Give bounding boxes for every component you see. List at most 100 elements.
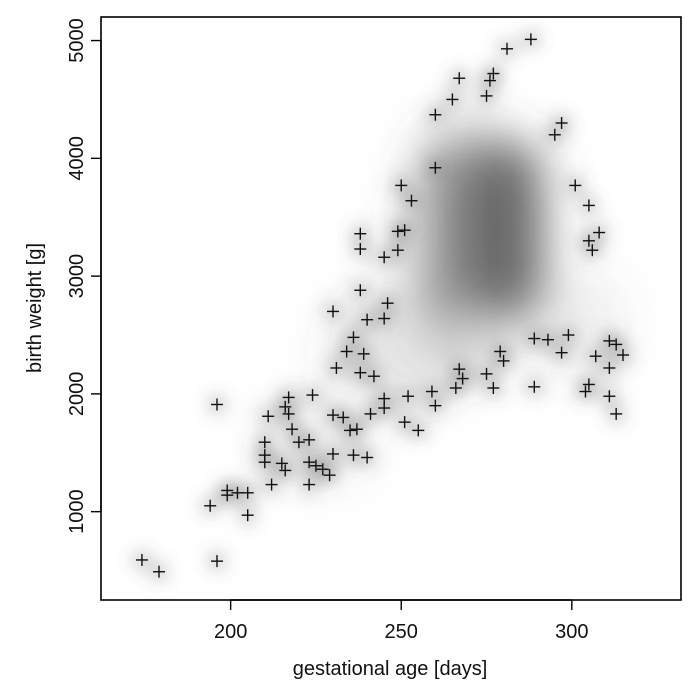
data-point	[589, 350, 602, 363]
data-point	[395, 179, 408, 192]
data-point	[323, 469, 336, 482]
data-point	[262, 410, 275, 423]
data-point	[357, 347, 370, 360]
data-point	[429, 399, 442, 412]
data-point	[412, 424, 425, 437]
data-point	[282, 407, 295, 420]
data-point	[135, 553, 148, 566]
y-tick-label: 1000	[66, 489, 88, 533]
data-point	[361, 451, 374, 464]
data-point	[446, 93, 459, 106]
data-point	[562, 329, 575, 341]
data-point	[306, 389, 319, 402]
data-point	[449, 382, 462, 394]
data-point	[453, 72, 466, 85]
data-point	[282, 391, 295, 404]
data-point	[354, 366, 367, 379]
data-point	[347, 449, 360, 462]
data-point	[153, 565, 165, 578]
x-tick-label: 300	[555, 621, 588, 643]
data-point	[381, 297, 394, 310]
data-point	[429, 108, 442, 121]
data-point	[541, 333, 554, 346]
data-point	[494, 345, 507, 358]
data-point	[378, 312, 391, 325]
data-point	[480, 89, 493, 102]
data-point	[211, 398, 223, 411]
data-point	[405, 194, 418, 207]
y-tick-label: 2000	[66, 372, 88, 417]
data-point	[487, 67, 500, 80]
x-axis: 200 250 300	[214, 599, 589, 643]
data-point	[402, 390, 415, 403]
data-point	[586, 244, 599, 257]
data-point	[309, 459, 322, 472]
data-point	[330, 361, 343, 374]
data-point	[555, 346, 568, 359]
data-point	[258, 436, 271, 449]
data-point	[241, 486, 254, 499]
data-point	[548, 128, 561, 141]
data-point	[555, 117, 568, 129]
data-point	[354, 227, 367, 240]
y-axis: 1000 2000 3000 4000 5000	[66, 18, 102, 534]
data-point	[316, 463, 329, 476]
data-point	[344, 424, 357, 437]
x-tick-label: 250	[385, 621, 418, 643]
data-point	[582, 378, 595, 391]
data-point	[582, 199, 595, 212]
data-point	[327, 409, 339, 422]
data-point	[593, 226, 606, 239]
data-point	[398, 416, 411, 429]
data-points	[135, 33, 629, 578]
data-point	[569, 179, 582, 192]
x-axis-title: gestational age [days]	[293, 658, 488, 680]
data-point	[528, 332, 541, 345]
data-point	[429, 161, 442, 174]
data-point	[231, 486, 244, 499]
data-point	[398, 224, 411, 237]
data-point	[350, 423, 363, 436]
y-tick-label: 3000	[66, 254, 88, 299]
data-point	[524, 33, 537, 46]
data-point	[378, 402, 391, 415]
data-point	[610, 338, 623, 351]
data-point	[265, 478, 278, 491]
x-tick-label: 200	[214, 621, 247, 643]
data-point	[617, 349, 629, 362]
data-point	[204, 499, 217, 512]
y-tick-label: 4000	[66, 136, 88, 181]
data-point	[378, 251, 391, 264]
data-point	[610, 407, 623, 420]
data-point	[337, 411, 350, 424]
data-point	[603, 390, 616, 403]
data-point	[211, 555, 223, 568]
data-point	[292, 436, 305, 449]
data-point	[603, 334, 616, 347]
data-point	[303, 433, 316, 446]
data-point	[528, 380, 541, 393]
data-point	[483, 74, 496, 87]
data-point	[221, 489, 234, 502]
data-point	[327, 447, 339, 460]
data-point	[425, 385, 438, 398]
data-point	[354, 284, 367, 297]
data-point	[279, 464, 292, 477]
data-point	[354, 243, 367, 256]
data-point	[391, 225, 404, 238]
data-point	[582, 234, 595, 247]
data-point	[453, 363, 466, 376]
data-point	[361, 313, 374, 326]
data-point	[279, 400, 292, 413]
density-shading	[131, 29, 633, 582]
data-point	[327, 305, 339, 318]
data-point	[603, 361, 616, 374]
data-point	[364, 407, 377, 420]
data-point	[579, 385, 592, 398]
data-point	[241, 509, 254, 522]
data-point	[501, 42, 513, 55]
y-tick-label: 5000	[66, 18, 88, 63]
y-axis-title: birth weight [g]	[24, 243, 46, 373]
data-point	[367, 370, 380, 383]
